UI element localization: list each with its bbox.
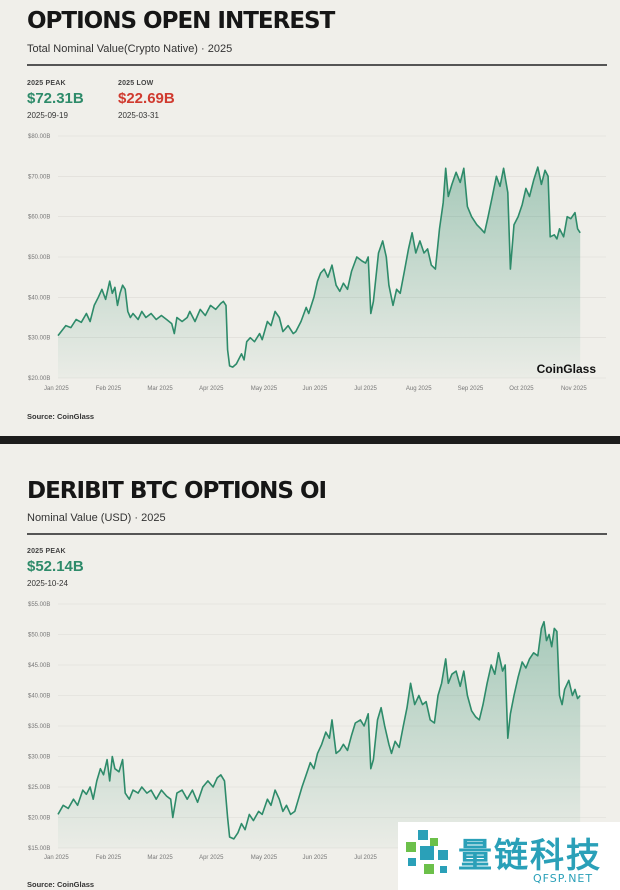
panel-divider xyxy=(0,436,620,444)
y-tick-label: $40.00B xyxy=(28,295,50,301)
y-tick-label: $70.00B xyxy=(28,174,50,180)
x-tick-label: May 2025 xyxy=(251,855,278,861)
peak-date: 2025-10-24 xyxy=(27,579,68,588)
y-tick-label: $50.00B xyxy=(28,255,50,261)
y-tick-label: $35.00B xyxy=(28,724,50,730)
series-area xyxy=(58,167,581,378)
y-tick-label: $30.00B xyxy=(28,755,50,761)
peak-stat: 2025 PEAK $72.31B 2025-09-19 xyxy=(27,80,84,120)
y-tick-label: $20.00B xyxy=(28,376,50,382)
x-tick-label: May 2025 xyxy=(251,386,278,392)
chart-subtitle: Nominal Value (USD) · 2025 xyxy=(27,512,166,524)
chart-title: DERIBIT BTC OPTIONS OI xyxy=(27,478,327,504)
x-tick-label: Mar 2025 xyxy=(147,386,173,392)
y-tick-label: $40.00B xyxy=(28,694,50,700)
low-label: 2025 LOW xyxy=(118,80,154,87)
peak-label: 2025 PEAK xyxy=(27,80,66,87)
x-tick-label: Apr 2025 xyxy=(199,855,224,861)
peak-label: 2025 PEAK xyxy=(27,548,66,555)
y-tick-label: $60.00B xyxy=(28,215,50,221)
x-tick-label: Feb 2025 xyxy=(96,855,122,861)
y-tick-label: $45.00B xyxy=(28,663,50,669)
y-tick-label: $55.00B xyxy=(28,602,50,608)
y-tick-label: $15.00B xyxy=(28,846,50,852)
x-tick-label: Apr 2025 xyxy=(199,386,224,392)
deribit-oi-panel: DERIBIT BTC OPTIONS OI Nominal Value (US… xyxy=(0,444,620,890)
source-note: Source: CoinGlass xyxy=(27,412,95,421)
options-oi-chart: $20.00B $30.00B $40.00B $50.00B $60.00B $70.0… xyxy=(28,134,606,392)
chart-subtitle: Total Nominal Value(Crypto Native) · 202… xyxy=(27,43,233,55)
logo-chinese-text: 量链科技 xyxy=(458,836,602,876)
x-tick-label: Jun 2025 xyxy=(302,855,327,861)
x-tick-label: Jun 2025 xyxy=(302,386,327,392)
x-tick-label: Nov 2025 xyxy=(561,386,587,392)
qfsp-logo-icon xyxy=(406,830,448,874)
coinglass-watermark: CoinGlass xyxy=(537,362,597,376)
x-tick-label: Oct 2025 xyxy=(509,386,534,392)
x-tick-label: Feb 2025 xyxy=(96,386,122,392)
title-rule xyxy=(27,64,607,66)
low-value: $22.69B xyxy=(118,90,175,107)
x-tick-label: Jul 2025 xyxy=(354,855,377,861)
y-tick-label: $80.00B xyxy=(28,134,50,140)
x-tick-label: Jul 2025 xyxy=(354,386,377,392)
x-tick-label: Aug 2025 xyxy=(406,386,432,392)
peak-date: 2025-09-19 xyxy=(27,111,68,120)
qfsp-logo: 量链科技 QFSP.NET xyxy=(398,822,620,890)
peak-value: $52.14B xyxy=(27,558,84,575)
logo-domain-text: QFSP.NET xyxy=(533,872,594,885)
x-tick-label: Jan 2025 xyxy=(44,386,69,392)
series-line xyxy=(57,620,581,840)
y-tick-label: $25.00B xyxy=(28,785,50,791)
peak-value: $72.31B xyxy=(27,90,84,107)
chart-title: OPTIONS OPEN INTEREST xyxy=(27,8,335,34)
series-area xyxy=(58,621,581,848)
x-tick-label: Sep 2025 xyxy=(458,386,484,392)
y-tick-label: $30.00B xyxy=(28,336,50,342)
x-tick-label: Jan 2025 xyxy=(44,855,69,861)
y-tick-label: $20.00B xyxy=(28,816,50,822)
low-date: 2025-03-31 xyxy=(118,111,159,120)
title-rule xyxy=(27,533,607,535)
source-note: Source: CoinGlass xyxy=(27,880,95,889)
peak-stat: 2025 PEAK $52.14B 2025-10-24 xyxy=(27,548,84,588)
x-tick-label: Mar 2025 xyxy=(147,855,173,861)
options-oi-panel: OPTIONS OPEN INTEREST Total Nominal Valu… xyxy=(0,0,620,436)
low-stat: 2025 LOW $22.69B 2025-03-31 xyxy=(118,80,175,120)
series-line xyxy=(57,166,581,368)
y-tick-label: $50.00B xyxy=(28,633,50,639)
